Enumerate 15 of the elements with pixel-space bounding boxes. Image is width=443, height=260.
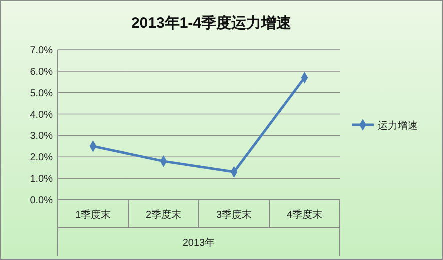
- y-tick-label: 0.0%: [30, 196, 54, 206]
- y-tick-label: 1.0%: [30, 174, 54, 186]
- y-tick-label: 5.0%: [30, 88, 54, 100]
- legend-label: 运力增速: [378, 120, 418, 132]
- y-tick-label: 4.0%: [30, 110, 54, 121]
- x-tick-label: 2季度末: [146, 209, 182, 221]
- chart-title: 2013年1-4季度运力增速: [131, 14, 293, 32]
- x-tick-label: 4季度末: [286, 209, 323, 221]
- x-axis-title: 2013年: [182, 237, 216, 249]
- y-tick-label: 7.0%: [30, 46, 54, 56]
- x-tick-label: 1季度末: [75, 209, 112, 221]
- y-tick-label: 3.0%: [30, 131, 54, 142]
- x-tick-label: 3季度末: [216, 209, 252, 221]
- y-tick-label: 2.0%: [30, 152, 54, 164]
- y-tick-label: 6.0%: [30, 66, 54, 78]
